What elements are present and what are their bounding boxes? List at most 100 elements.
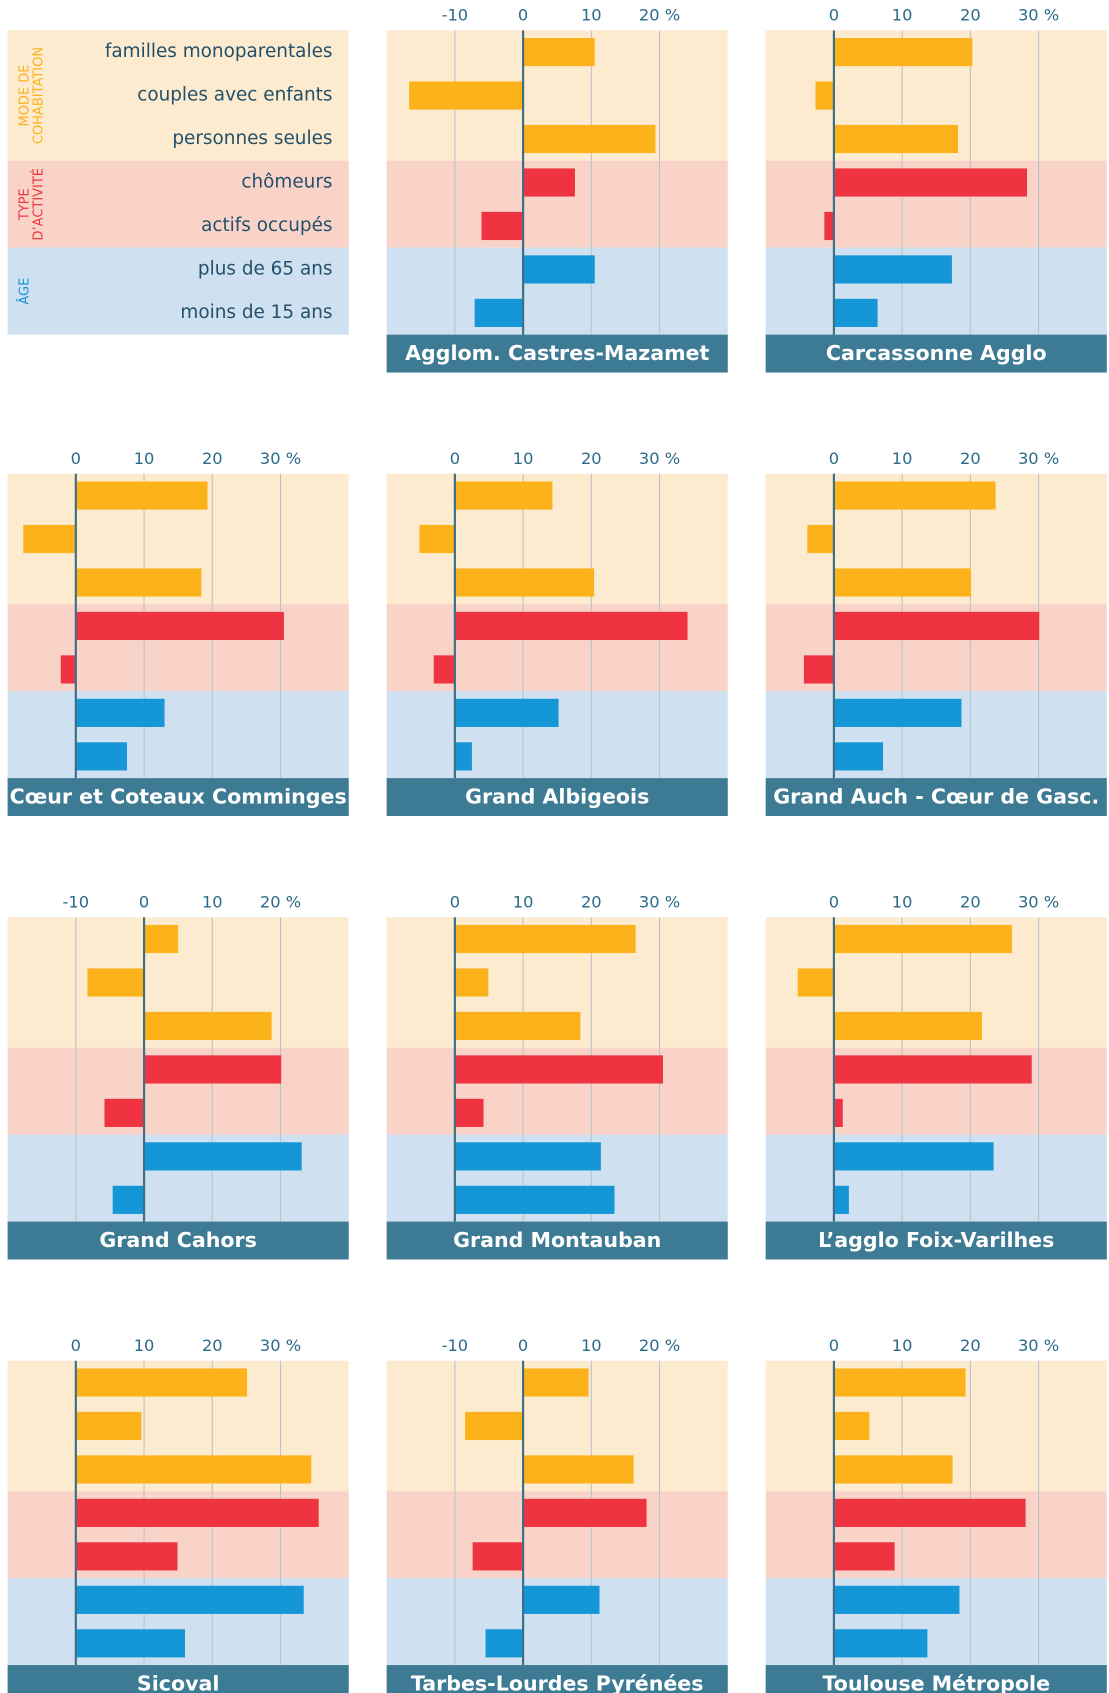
bar <box>112 1185 145 1214</box>
x-tick-label: 20 <box>581 449 602 468</box>
chart-title: Toulouse Métropole <box>822 1672 1050 1693</box>
bar <box>474 298 524 327</box>
bar <box>454 924 636 954</box>
title-bar <box>386 1665 728 1693</box>
title-bar <box>765 1665 1107 1693</box>
bar <box>144 1142 302 1171</box>
x-tick-label: 10 <box>892 449 913 468</box>
x-tick-label: 0 <box>450 893 460 912</box>
bar <box>104 1098 145 1127</box>
bar <box>87 968 145 997</box>
x-tick-label: 0 <box>829 6 839 25</box>
group-label: ÂGE <box>16 278 32 305</box>
x-tick-label: 20 <box>960 893 981 912</box>
bar <box>75 611 284 641</box>
bar <box>433 655 455 684</box>
band <box>7 30 349 161</box>
x-tick-label: 0 <box>518 6 528 25</box>
x-tick-label: 20 <box>202 449 223 468</box>
group-label: COHABITATION <box>32 47 47 144</box>
bar <box>797 968 834 997</box>
chart-title: Grand Albigeois <box>465 785 649 809</box>
band <box>7 691 349 779</box>
x-tick-label: 20 <box>960 1336 981 1355</box>
bar <box>815 81 834 110</box>
bar <box>75 1411 142 1441</box>
bar <box>454 1142 601 1171</box>
group-label: D’ACTIVITÉ <box>31 168 47 240</box>
x-tick-label: 0 <box>518 1336 528 1355</box>
bar <box>523 168 575 197</box>
x-tick-label: 10 <box>513 449 534 468</box>
bar <box>523 1368 589 1397</box>
group-label: TYPE <box>17 188 32 221</box>
bar <box>833 298 878 327</box>
bar <box>833 255 952 284</box>
bar <box>454 1011 581 1041</box>
x-tick-label: 0 <box>829 449 839 468</box>
title-bar <box>7 1665 349 1693</box>
x-tick-label: 20 % <box>639 6 680 25</box>
bar <box>454 481 553 510</box>
bar <box>75 698 165 727</box>
bar <box>523 124 656 154</box>
x-tick-label: -10 <box>63 893 90 912</box>
bar <box>833 1011 982 1041</box>
bar <box>523 1455 634 1484</box>
category-label: chômeurs <box>241 171 332 192</box>
bar <box>833 1411 870 1441</box>
x-tick-label: 0 <box>450 449 460 468</box>
x-tick-label: 20 % <box>260 893 301 912</box>
bar <box>23 524 76 554</box>
x-tick-label: 10 <box>202 893 223 912</box>
bar <box>833 1585 960 1614</box>
x-tick-label: 10 <box>892 893 913 912</box>
band <box>7 247 349 335</box>
x-tick-label: -10 <box>442 1336 469 1355</box>
x-tick-label: -10 <box>442 6 469 25</box>
bar <box>144 1055 282 1084</box>
bar <box>523 255 595 284</box>
bar <box>833 1185 849 1214</box>
category-label: actifs occupés <box>201 215 332 236</box>
bar <box>454 698 559 727</box>
x-tick-label: 10 <box>513 893 534 912</box>
bar <box>60 655 76 684</box>
x-tick-label: 20 <box>202 1336 223 1355</box>
bar <box>75 742 127 771</box>
x-tick-label: 30 % <box>260 449 301 468</box>
x-tick-label: 10 <box>892 6 913 25</box>
bar <box>833 698 962 727</box>
x-tick-label: 0 <box>139 893 149 912</box>
x-tick-label: 10 <box>581 1336 602 1355</box>
chart-title: Carcassonne Agglo <box>826 341 1047 365</box>
bar <box>833 611 1040 641</box>
bar <box>419 524 455 554</box>
bar <box>454 742 472 771</box>
chart-title: Tarbes-Lourdes Pyrénées <box>411 1672 704 1693</box>
bar <box>409 81 524 110</box>
category-label: plus de 65 ans <box>198 258 333 279</box>
bar <box>454 1055 663 1084</box>
bar <box>824 211 834 241</box>
bar <box>481 211 524 241</box>
bar <box>523 1585 600 1614</box>
bar <box>833 1542 895 1571</box>
bar <box>833 481 996 510</box>
bar <box>75 568 202 597</box>
bar <box>833 1142 994 1171</box>
chart-title: L’agglo Foix-Varilhes <box>818 1228 1054 1252</box>
x-tick-label: 10 <box>134 449 155 468</box>
bar <box>833 1368 966 1397</box>
bar <box>454 611 688 641</box>
bar <box>833 37 973 67</box>
bar <box>833 1629 928 1658</box>
x-tick-label: 30 % <box>1018 1336 1059 1355</box>
x-tick-label: 30 % <box>639 893 680 912</box>
bar <box>833 924 1012 954</box>
x-tick-label: 30 % <box>1018 893 1059 912</box>
x-tick-label: 30 % <box>260 1336 301 1355</box>
bar <box>523 1498 647 1527</box>
bar <box>833 568 972 597</box>
